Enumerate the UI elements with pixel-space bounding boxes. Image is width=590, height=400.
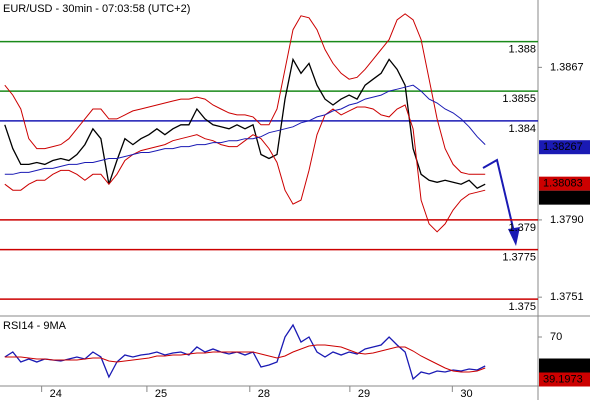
level-label: 1.379 xyxy=(508,222,536,234)
series-line xyxy=(4,13,486,175)
price-marker-label: 41.4952 xyxy=(543,359,583,371)
price-marker xyxy=(539,372,590,387)
level-label: 1.3775 xyxy=(502,252,536,264)
price-marker xyxy=(539,140,590,155)
y-tick-label: 1.3751 xyxy=(550,291,584,303)
series-line xyxy=(4,84,486,175)
level-label: 1.3855 xyxy=(502,93,536,105)
price-marker-label: 1.38083 xyxy=(543,178,583,190)
price-marker-label: 1.38065 xyxy=(543,192,583,204)
price-marker-label: 1.38267 xyxy=(543,141,583,153)
panel-title: RSI14 - 9MA xyxy=(3,320,67,332)
x-tick-label: 29 xyxy=(358,388,370,400)
price-marker xyxy=(539,358,590,373)
price-marker-label: 39.1973 xyxy=(543,373,583,385)
series-line xyxy=(4,344,486,373)
level-label: 1.384 xyxy=(508,123,536,135)
forecast-arrow xyxy=(482,158,515,233)
price-marker xyxy=(539,190,590,205)
forecast-arrowhead xyxy=(508,227,520,246)
y-tick-label: 1.3867 xyxy=(550,61,584,73)
series-line xyxy=(4,104,486,233)
y-tick-label: 70 xyxy=(550,331,562,343)
x-tick-label: 24 xyxy=(50,388,62,400)
series-line xyxy=(4,57,486,189)
level-label: 1.375 xyxy=(508,301,536,313)
x-tick-label: 25 xyxy=(155,388,167,400)
x-tick-label: 28 xyxy=(258,388,270,400)
price-marker xyxy=(539,176,590,191)
y-tick-label: 1.3790 xyxy=(550,214,584,226)
level-label: 1.388 xyxy=(508,44,536,56)
chart-title: EUR/USD - 30min - 07:03:58 (UTC+2) xyxy=(3,3,190,15)
x-tick-label: 30 xyxy=(460,388,472,400)
